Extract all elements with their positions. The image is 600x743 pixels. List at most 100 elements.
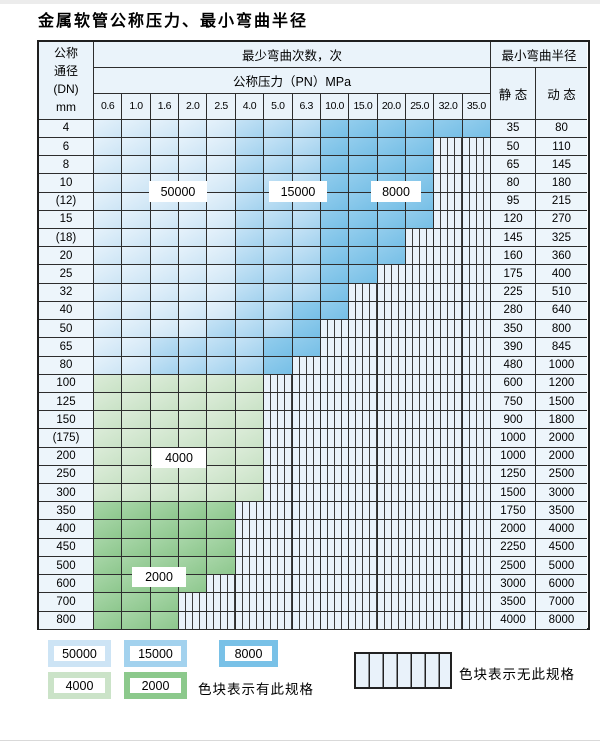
no-spec-cell — [320, 392, 350, 412]
static-radius-cell: 350 — [491, 320, 537, 339]
cycle-cell-2000 — [122, 611, 151, 630]
no-spec-cell — [434, 374, 463, 393]
pn-value-header: 0.6 — [94, 93, 123, 120]
no-spec-cell — [320, 575, 350, 594]
cycle-cell-15000 — [235, 137, 265, 157]
cycle-cell-50000 — [150, 247, 180, 266]
cycle-cell-50000 — [94, 265, 123, 284]
dynamic-radius-cell: 510 — [536, 283, 587, 302]
no-spec-cell — [377, 374, 406, 393]
dynamic-radius-cell: 8000 — [536, 611, 587, 630]
no-spec-cell — [264, 556, 293, 576]
no-spec-cell — [377, 411, 406, 430]
cycle-cell-8000 — [434, 119, 463, 138]
no-spec-cell — [292, 411, 321, 430]
no-spec-cell — [349, 556, 378, 576]
cycle-cell-15000 — [150, 338, 180, 357]
no-spec-cell — [434, 392, 463, 412]
no-spec-cell — [434, 520, 463, 539]
cycle-cell-15000 — [235, 247, 265, 266]
cycle-cell-50000 — [122, 228, 151, 248]
cycle-cell-8000 — [320, 228, 350, 248]
no-spec-cell — [264, 465, 293, 485]
no-spec-cell — [405, 320, 435, 339]
cycle-cell-2000 — [150, 611, 180, 630]
cycle-cell-15000 — [235, 338, 265, 357]
cycle-cell-2000 — [207, 556, 236, 576]
dynamic-radius-cell: 400 — [536, 265, 587, 284]
cycle-cell-15000 — [264, 137, 293, 157]
static-radius-cell: 390 — [491, 338, 537, 357]
cycle-cell-4000 — [235, 465, 265, 485]
pn-value-header: 5.0 — [264, 93, 293, 120]
no-spec-cell — [179, 611, 208, 630]
no-spec-cell — [292, 374, 321, 393]
cycle-cell-50000 — [122, 338, 151, 357]
cycle-cell-15000 — [264, 156, 293, 175]
cycle-cell-2000 — [94, 556, 123, 576]
no-spec-cell — [462, 338, 492, 357]
cycle-cell-15000 — [207, 356, 236, 375]
dn-cell: 80 — [39, 356, 94, 375]
dynamic-radius-cell: 1000 — [536, 356, 587, 375]
no-spec-cell — [292, 520, 321, 539]
dn-cell: 65 — [39, 338, 94, 357]
no-spec-cell — [434, 338, 463, 357]
no-spec-cell — [349, 447, 378, 466]
cycle-cell-50000 — [122, 192, 151, 211]
dn-header-line: 公称 — [53, 46, 78, 61]
cycle-cell-2000 — [94, 575, 123, 594]
no-spec-cell — [434, 356, 463, 375]
no-spec-cell — [320, 447, 350, 466]
cycle-cell-50000 — [207, 119, 236, 138]
cycle-cell-4000 — [94, 392, 123, 412]
cycle-cell-50000 — [207, 283, 236, 302]
dn-cell: 6 — [39, 137, 94, 157]
cycle-cell-50000 — [122, 301, 151, 321]
cycle-cell-2000 — [94, 593, 123, 612]
no-spec-cell — [349, 520, 378, 539]
dn-cell: 15 — [39, 210, 94, 229]
no-spec-cell — [349, 465, 378, 485]
no-spec-cell — [292, 575, 321, 594]
cycle-cell-50000 — [150, 265, 180, 284]
cycle-cell-15000 — [264, 301, 293, 321]
no-spec-cell — [377, 556, 406, 576]
dn-cell: 150 — [39, 411, 94, 430]
pn-value-header: 6.3 — [292, 93, 321, 120]
dn-cell: 700 — [39, 593, 94, 612]
static-radius-cell: 160 — [491, 247, 537, 266]
cycle-cell-50000 — [207, 156, 236, 175]
cycle-cell-2000 — [179, 538, 208, 557]
cycle-cell-8000 — [320, 283, 350, 302]
cycle-cell-50000 — [122, 137, 151, 157]
no-spec-cell — [320, 520, 350, 539]
cycle-cell-4000 — [179, 429, 208, 448]
static-radius-cell: 80 — [491, 174, 537, 193]
no-spec-cell — [349, 611, 378, 630]
no-spec-cell — [405, 338, 435, 357]
no-spec-cell — [405, 247, 435, 266]
no-spec-cell — [405, 465, 435, 485]
cycle-cell-15000 — [150, 356, 180, 375]
cycle-cell-8000 — [292, 338, 321, 357]
no-spec-cell — [405, 447, 435, 466]
cycle-cell-2000 — [94, 502, 123, 521]
dn-cell: 8 — [39, 156, 94, 175]
no-spec-cell — [235, 556, 265, 576]
no-spec-cell — [349, 538, 378, 557]
no-spec-cell — [462, 320, 492, 339]
cycle-cell-15000 — [292, 137, 321, 157]
no-spec-cell — [377, 447, 406, 466]
cycle-cell-8000 — [349, 156, 378, 175]
no-spec-cell — [264, 502, 293, 521]
no-spec-cell — [462, 137, 492, 157]
no-spec-cell — [405, 392, 435, 412]
no-spec-cell — [377, 429, 406, 448]
no-spec-cell — [235, 538, 265, 557]
cycle-cell-2000 — [179, 520, 208, 539]
cycle-cell-8000 — [320, 247, 350, 266]
cycle-cell-15000 — [264, 210, 293, 229]
no-spec-cell — [462, 575, 492, 594]
no-spec-cell — [349, 593, 378, 612]
